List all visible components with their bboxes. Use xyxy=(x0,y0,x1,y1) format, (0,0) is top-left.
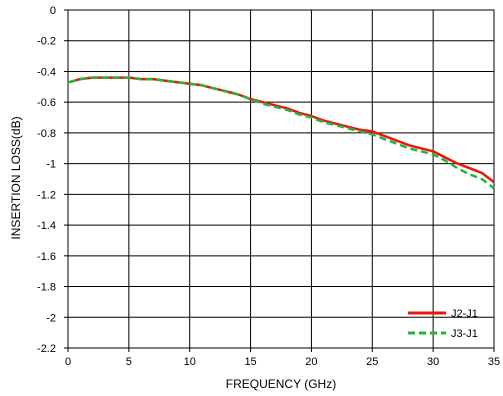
x-tick-label: 35 xyxy=(488,356,500,368)
x-tick-label: 5 xyxy=(126,356,132,368)
x-axis-title: FREQUENCY (GHz) xyxy=(226,377,336,391)
y-tick-label: -0.8 xyxy=(37,128,56,140)
y-tick-label: -0.4 xyxy=(37,66,56,78)
y-tick-label: -0.2 xyxy=(37,36,56,48)
y-tick-label: -0.6 xyxy=(37,97,56,109)
x-tick-label: 20 xyxy=(305,356,317,368)
y-tick-label: -2.2 xyxy=(37,343,56,355)
legend: J2-J1 J3-J1 xyxy=(408,308,478,340)
x-tick-label: 10 xyxy=(184,356,196,368)
y-tick-label: 0 xyxy=(50,5,56,17)
y-tick-label: -2 xyxy=(46,312,56,324)
plot-area-frame xyxy=(67,9,495,349)
grid xyxy=(67,9,495,349)
y-tick-label: -1.6 xyxy=(37,251,56,263)
y-tick-label: -1.8 xyxy=(37,282,56,294)
x-tick-label: 0 xyxy=(65,356,71,368)
y-tick-label: -1.4 xyxy=(37,220,56,232)
series-line-j3-j1 xyxy=(68,76,495,190)
series-layer xyxy=(68,76,495,190)
x-axis-ticks: 0 5 10 15 20 25 30 35 xyxy=(65,348,500,368)
legend-label-j3-j1: J3-J1 xyxy=(451,328,478,340)
y-tick-label: -1.2 xyxy=(37,189,56,201)
y-tick-label: -1 xyxy=(46,159,56,171)
x-tick-label: 30 xyxy=(427,356,439,368)
x-tick-label: 15 xyxy=(244,356,256,368)
legend-label-j2-j1: J2-J1 xyxy=(451,308,478,320)
y-axis-title: INSERTION LOSS(dB) xyxy=(9,116,23,239)
x-tick-label: 25 xyxy=(366,356,378,368)
y-axis-ticks: 0 -0.2 -0.4 -0.6 -0.8 -1 -1.2 -1.4 -1.6 -1.8 -2 -2.… xyxy=(37,5,68,355)
